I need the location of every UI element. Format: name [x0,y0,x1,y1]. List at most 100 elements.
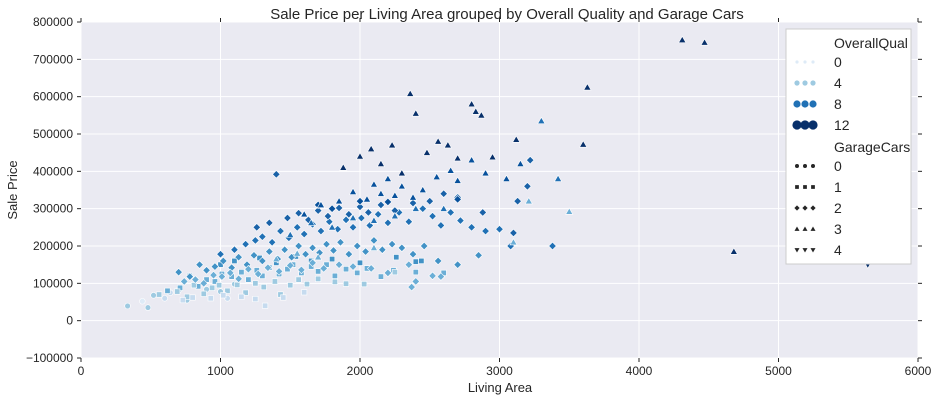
data-point-square [238,269,245,276]
legend-style-label: 2 [834,200,842,216]
y-tick-label: 700000 [33,52,73,66]
data-point-diamond [334,260,344,269]
data-point-square [412,258,419,265]
data-point-square [418,257,425,264]
data-point-diamond [258,256,267,266]
data-point-triangle-up [334,196,344,205]
data-point-triangle-up [553,174,563,182]
data-point-triangle-up [439,204,448,212]
data-point-diamond [283,213,292,223]
data-point-diamond [495,224,504,234]
data-point-diamond [436,221,446,230]
data-point-diamond [313,206,323,215]
data-point-diamond [548,241,557,251]
data-point-square [252,280,259,287]
data-point-circle [150,292,157,299]
data-point-square [252,296,259,303]
data-point-triangle-up [678,35,687,43]
data-point-diamond [383,197,393,207]
data-point-triangle-up [700,38,709,46]
data-point-diamond [294,208,303,218]
data-point-diamond [353,241,362,251]
legend-style-marker [802,226,808,231]
data-point-diamond [216,250,225,259]
data-point-square [211,278,218,285]
legend-hue-marker [803,60,807,64]
data-point-square [343,266,350,273]
data-point-diamond [249,251,259,260]
data-point-diamond [274,267,284,276]
data-point-diamond [433,256,443,266]
legend-style-label: 1 [834,179,842,195]
data-point-diamond [355,196,365,206]
legend-hue-marker [794,80,800,86]
y-tick-label: 0 [66,314,73,328]
legend-style-label: 4 [834,242,842,258]
data-point-diamond [336,238,345,247]
data-point-triangle-up [327,223,337,231]
data-point-diamond [329,246,338,255]
data-point-square [377,273,384,280]
data-point-diamond [383,268,393,278]
y-tick-label: 800000 [33,15,73,29]
data-point-square [315,275,322,282]
x-tick-label: 3000 [486,364,513,378]
data-point-diamond [481,226,490,236]
data-point-diamond [366,264,376,273]
data-point-diamond [361,247,370,256]
y-tick-label: 100000 [33,276,73,290]
data-point-diamond [251,236,260,245]
data-point-diamond [474,251,483,260]
data-point-square [174,288,181,295]
data-point-triangle-up [406,89,415,97]
data-point-triangle-up [467,99,476,108]
legend-hue-marker [793,100,801,108]
data-point-triangle-up [348,187,358,195]
data-point-square [280,294,287,301]
data-point-square [354,269,361,276]
data-point-triangle-up [367,144,376,152]
data-point-square [200,290,207,297]
legend-style-marker [794,226,800,231]
data-point-diamond [407,282,416,292]
legend-style-marker [802,248,808,253]
data-point-diamond [383,218,393,228]
data-point-square [343,280,350,287]
data-point-diamond [263,263,273,272]
y-tick-label: 600000 [33,90,73,104]
data-point-triangle-up [369,180,379,188]
data-point-triangle-up [418,185,427,193]
data-point-triangle-up [390,191,399,199]
legend-style-marker [810,248,816,253]
data-point-square [329,256,336,263]
data-point-circle [124,302,131,310]
data-point-square [303,281,310,288]
legend-style-label: 0 [834,158,842,174]
x-tick-label: 2000 [347,364,374,378]
data-point-diamond [404,260,414,269]
data-point-square [361,281,368,288]
legend-box [785,28,912,265]
legend-style-label: 3 [834,221,842,237]
data-point-square [391,269,398,276]
legend-style-marker [802,205,808,211]
data-point-triangle-up [432,172,441,180]
data-point-triangle-up [369,243,379,251]
data-point-diamond [411,277,421,286]
x-tick-label: 0 [78,364,85,378]
data-point-diamond [348,262,358,271]
data-point-square [295,276,302,283]
data-point-diamond [376,200,386,210]
data-point-diamond [428,271,437,281]
data-point-diamond [294,241,303,251]
data-point-diamond [272,170,281,179]
data-point-triangle-up [583,83,592,91]
data-point-diamond [397,243,407,253]
data-point-diamond [428,211,437,221]
legend-style-marker [794,205,800,211]
legend-style-marker [795,185,799,189]
data-point-diamond [319,264,328,273]
data-point-square [156,291,163,298]
data-point-triangle-up [467,155,476,164]
x-tick-label: 1000 [207,364,234,378]
